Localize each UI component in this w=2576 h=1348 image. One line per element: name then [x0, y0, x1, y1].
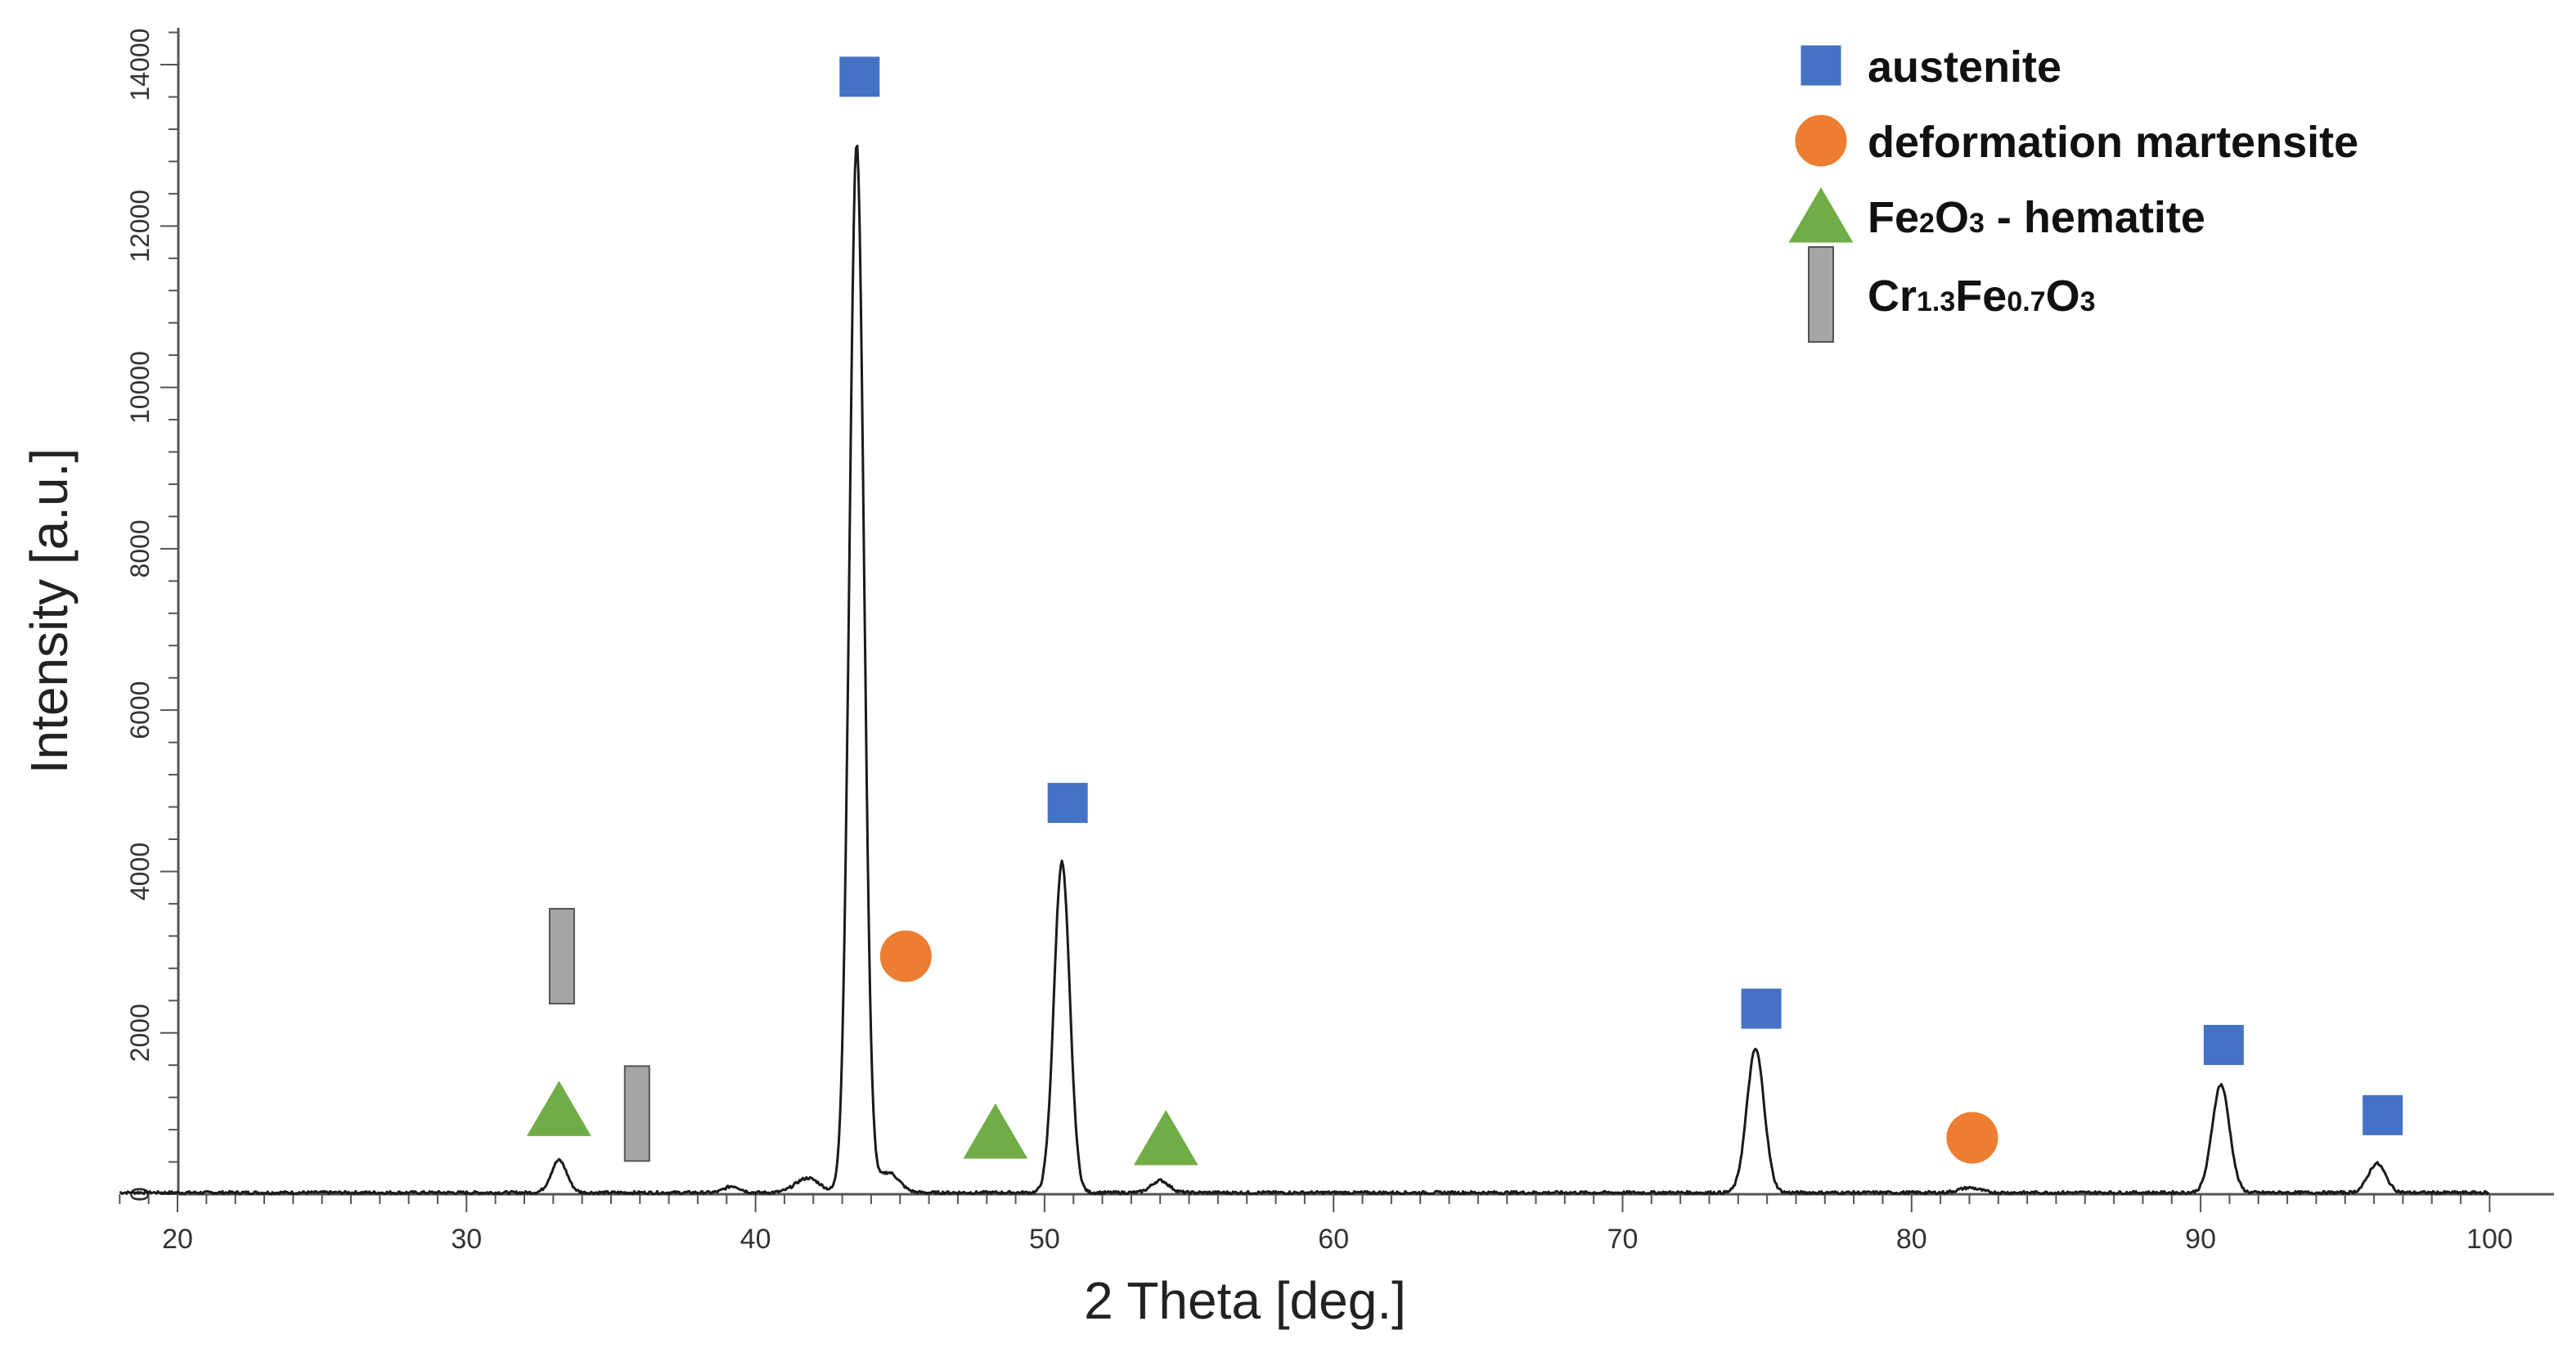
peak-marker-square: [2360, 1092, 2406, 1138]
y-tick-label: 2000: [125, 1004, 155, 1062]
peak-marker-triangle: [522, 1076, 596, 1139]
legend: austenite deformation martensite Fe2O3 - h…: [1784, 43, 2358, 343]
legend-marker-circle: [1792, 112, 1850, 169]
diffraction-trace: [119, 144, 2490, 1196]
y-axis-title: Intensity [a.u.]: [20, 448, 79, 774]
x-tick-label: 80: [1896, 1224, 1927, 1255]
peak-marker-square: [2201, 1022, 2246, 1068]
y-tick-label: 14000: [125, 29, 155, 101]
peak-marker-bar: [548, 908, 575, 1005]
peak-marker-square: [1738, 986, 1784, 1031]
peak-marker-triangle: [959, 1099, 1032, 1162]
x-tick-label: 90: [2185, 1224, 2216, 1255]
x-axis-title: 2 Theta [deg.]: [1084, 1271, 1406, 1330]
x-tick-label: 70: [1607, 1224, 1639, 1255]
legend-label: Cr1.3Fe0.7O3: [1868, 272, 2096, 321]
legend-label: austenite: [1868, 43, 2061, 92]
x-tick-label: 30: [451, 1224, 482, 1255]
trace-line: [119, 144, 2490, 1196]
peak-marker-triangle: [1129, 1104, 1203, 1168]
legend-marker-square: [1798, 43, 1844, 88]
legend-marker-triangle: [1784, 182, 1858, 245]
x-tick-label: 60: [1318, 1224, 1349, 1255]
x-tick-label: 20: [162, 1224, 193, 1255]
peak-marker-square: [1045, 780, 1090, 826]
y-tick-label: 4000: [125, 842, 155, 901]
legend-label: deformation martensite: [1868, 118, 2358, 167]
x-axis-ticks: 20 30 40 50 60 70 80 90 100: [119, 1194, 2513, 1255]
phase-markers: [522, 54, 2406, 1168]
y-tick-label: 10000: [125, 351, 155, 424]
legend-marker-bar: [1808, 246, 1834, 343]
y-tick-label: 12000: [125, 190, 155, 263]
legend-label: Fe2O3 - hematite: [1868, 193, 2205, 242]
y-tick-label: 8000: [125, 519, 155, 577]
y-tick-label: 6000: [125, 681, 155, 739]
peak-marker-circle: [1944, 1109, 2001, 1166]
x-tick-label: 40: [740, 1224, 771, 1255]
peak-marker-bar: [623, 1065, 650, 1162]
x-tick-label: 100: [2466, 1224, 2513, 1255]
peak-marker-square: [837, 54, 883, 100]
peak-marker-circle: [877, 928, 934, 985]
x-tick-label: 50: [1029, 1224, 1060, 1255]
